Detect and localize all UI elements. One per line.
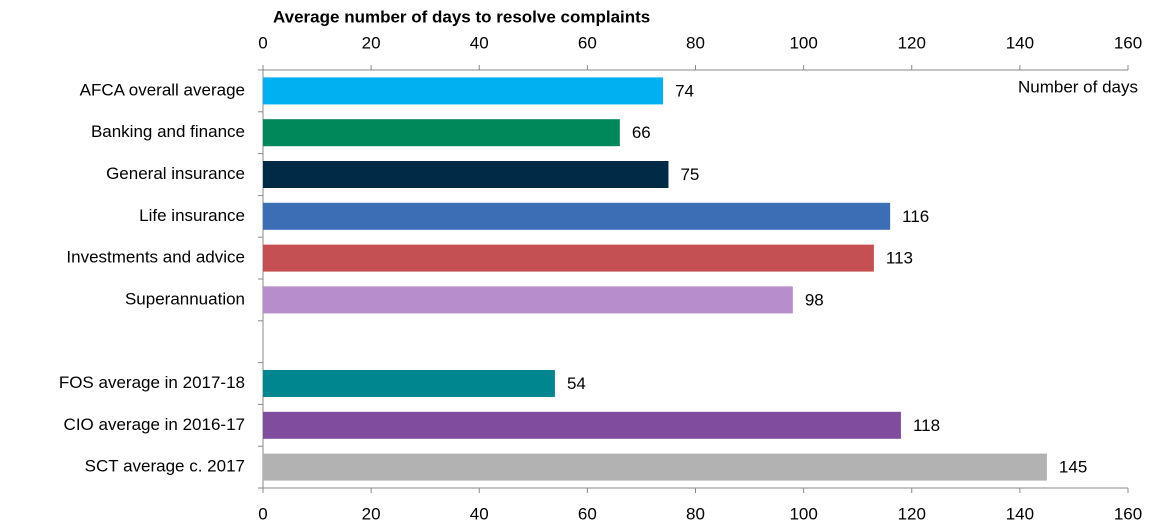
x-tick-label-bottom: 40 [470,504,489,523]
x-tick-label-bottom: 0 [258,504,267,523]
x-tick-label-top: 100 [789,33,817,52]
value-label: 66 [632,123,651,142]
bar [263,244,874,272]
x-tick-label-bottom: 120 [898,504,926,523]
bar [263,411,901,439]
value-label: 118 [913,416,940,435]
value-label: 116 [902,207,929,226]
bar [263,77,664,105]
value-label: 145 [1059,458,1087,477]
x-tick-label-top: 140 [1006,33,1034,52]
x-tick-label-top: 80 [686,33,705,52]
value-label: 113 [886,249,913,268]
x-tick-label-top: 20 [362,33,381,52]
y-tick-label: Life insurance [139,206,245,225]
value-label: 54 [567,374,586,393]
x-tick-label-bottom: 20 [362,504,381,523]
chart-title: Average number of days to resolve compla… [273,7,650,26]
y-tick-label: General insurance [106,164,245,183]
x-tick-label-top: 40 [470,33,489,52]
x-tick-label-top: 0 [258,33,267,52]
value-label: 98 [805,290,824,309]
bar [263,370,555,397]
bar [263,202,891,230]
y-tick-label: Banking and finance [91,122,245,141]
x-tick-label-bottom: 160 [1114,504,1142,523]
x-tick-label-top: 120 [898,33,926,52]
y-tick-label: FOS average in 2017-18 [59,373,245,392]
value-label: 75 [680,165,699,184]
y-tick-label: SCT average c. 2017 [85,457,245,476]
x-tick-label-top: 60 [578,33,597,52]
x-tick-label-bottom: 80 [686,504,705,523]
y-tick-label: Investments and advice [66,248,245,267]
x-tick-label-bottom: 100 [789,504,817,523]
bar [263,119,620,147]
y-tick-label: CIO average in 2016-17 [64,415,245,434]
x-tick-label-bottom: 60 [578,504,597,523]
y-tick-label: Superannuation [125,289,245,308]
x-tick-label-top: 160 [1114,33,1142,52]
annotation: Number of days [1018,77,1138,96]
value-label: 74 [675,81,694,100]
x-tick-label-bottom: 140 [1006,504,1034,523]
bar [263,453,1047,481]
bar [263,161,669,188]
bar [263,286,793,314]
y-tick-label: AFCA overall average [80,80,245,99]
